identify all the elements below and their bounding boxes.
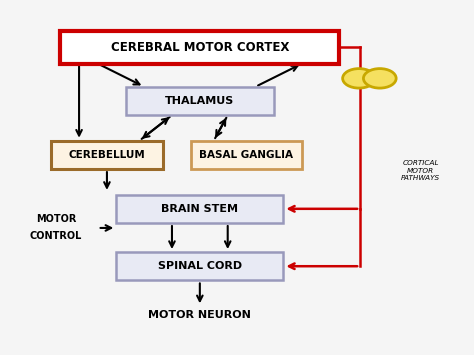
Text: MOTOR NEURON: MOTOR NEURON [148,310,251,320]
Ellipse shape [364,69,396,88]
Text: BRAIN STEM: BRAIN STEM [161,204,238,214]
Text: CONTROL: CONTROL [30,231,82,241]
Text: CEREBELLUM: CEREBELLUM [69,150,146,160]
FancyBboxPatch shape [116,252,283,280]
FancyBboxPatch shape [191,141,302,169]
FancyBboxPatch shape [51,141,163,169]
Text: BASAL GANGLIA: BASAL GANGLIA [199,150,293,160]
Text: CORTICAL
MOTOR
PATHWAYS: CORTICAL MOTOR PATHWAYS [401,160,440,181]
Text: SPINAL CORD: SPINAL CORD [158,261,242,271]
Text: CEREBRAL MOTOR CORTEX: CEREBRAL MOTOR CORTEX [110,40,289,54]
Ellipse shape [343,69,375,88]
FancyBboxPatch shape [116,195,283,223]
FancyBboxPatch shape [61,31,339,64]
Text: MOTOR: MOTOR [36,214,76,224]
FancyBboxPatch shape [126,87,274,115]
Text: THALAMUS: THALAMUS [165,96,235,106]
